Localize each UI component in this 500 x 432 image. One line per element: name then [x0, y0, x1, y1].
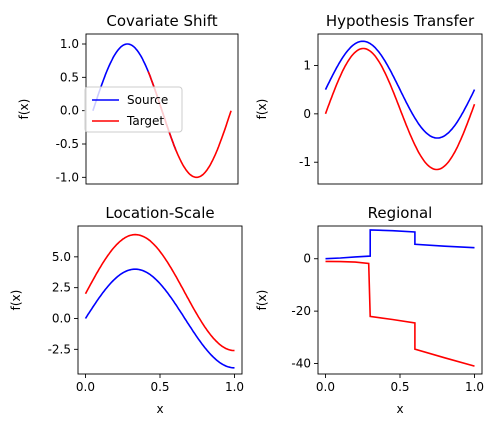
panel-3: 0 -20 -40 0.0 0.5 1.0 Regional f(x) x: [255, 204, 484, 416]
y-tick-label: -0.5: [56, 137, 79, 151]
x-axis-label: x: [156, 402, 163, 416]
x-axis-label: x: [396, 402, 403, 416]
y-axis-label: f(x): [17, 99, 31, 120]
legend: Source Target: [84, 86, 183, 133]
axes-frame: [317, 33, 483, 185]
y-tick-label: -20: [291, 304, 311, 318]
series-line-target: [325, 260, 475, 367]
series-line-source: [324, 40, 476, 139]
axes-frame: [77, 225, 243, 375]
y-tick-label: 0.0: [52, 312, 71, 326]
panel-0: 1.0 0.5 0.0 -0.5 -1.0 Covariate Shift f(x) Sour…: [17, 12, 239, 185]
y-tick-label: -2.5: [48, 342, 71, 356]
y-axis-label: f(x): [9, 290, 23, 311]
y-tick-label: 5.0: [52, 250, 71, 264]
y-tick-label: 0: [303, 107, 311, 121]
legend-label: Source: [127, 93, 168, 107]
x-tick-label: 0.5: [390, 380, 409, 394]
x-tick-label: 1.0: [225, 380, 244, 394]
chart-title: Covariate Shift: [106, 12, 217, 30]
chart-title: Location-Scale: [105, 204, 214, 222]
series-line-target: [84, 233, 235, 352]
x-tick-label: 1.0: [465, 380, 484, 394]
panel-1: 1 0 -1 Hypothesis Transfer f(x): [255, 12, 483, 185]
y-tick-label: 1.0: [60, 37, 79, 51]
series-line-source: [325, 229, 475, 260]
y-tick-label: 0.0: [60, 104, 79, 118]
chart-title: Regional: [368, 204, 433, 222]
x-tick-label: 0.0: [316, 380, 335, 394]
y-tick-label: -40: [291, 357, 311, 371]
panel-2: 5.0 2.5 0.0 -2.5 0.0 0.5 1.0 Location-Scale f(x)…: [9, 204, 244, 416]
y-tick-label: 2.5: [52, 281, 71, 295]
series-line-target: [324, 47, 476, 171]
x-tick-label: 0.5: [150, 380, 169, 394]
axes-frame: [317, 225, 483, 375]
series-line-source: [84, 268, 235, 369]
chart-title: Hypothesis Transfer: [326, 12, 475, 30]
y-tick-label: 0.5: [60, 70, 79, 84]
y-tick-label: 1: [303, 58, 311, 72]
y-tick-label: -1: [299, 155, 311, 169]
legend-label: Target: [126, 114, 164, 128]
y-tick-label: 0: [303, 252, 311, 266]
y-tick-label: -1.0: [56, 170, 79, 184]
y-axis-label: f(x): [255, 290, 269, 311]
y-axis-label: f(x): [255, 99, 269, 120]
x-tick-label: 0.0: [76, 380, 95, 394]
